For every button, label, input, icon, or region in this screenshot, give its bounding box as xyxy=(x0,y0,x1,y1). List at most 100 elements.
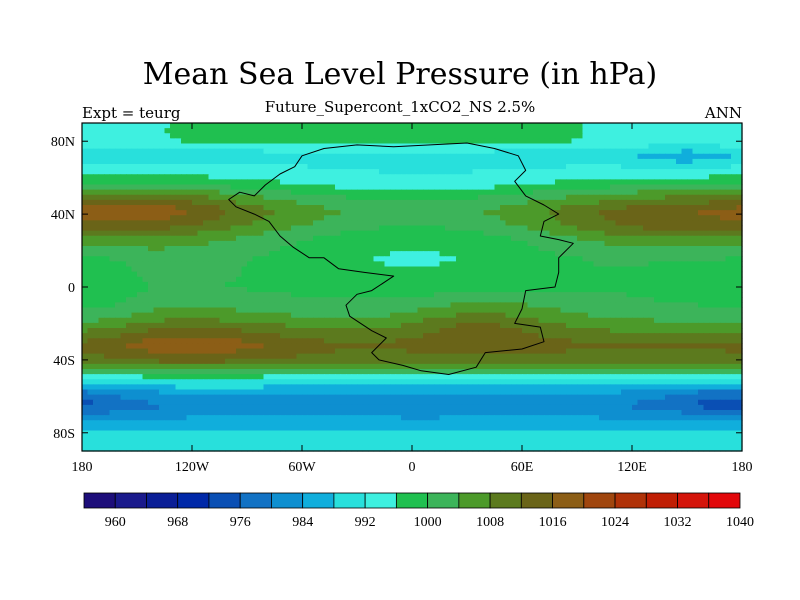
field-cell xyxy=(533,179,540,186)
field-cell xyxy=(555,174,562,180)
field-cell xyxy=(225,235,232,242)
field-cell xyxy=(258,302,265,309)
field-cell xyxy=(98,307,105,314)
field-cell xyxy=(725,281,732,288)
field-cell xyxy=(236,246,243,252)
field-cell xyxy=(703,230,710,237)
field-cell xyxy=(665,133,672,139)
field-cell xyxy=(577,199,584,206)
field-cell xyxy=(368,302,375,309)
field-cell xyxy=(549,225,556,232)
field-cell xyxy=(566,292,573,298)
field-cell xyxy=(285,164,292,170)
field-cell xyxy=(329,302,336,309)
field-cell xyxy=(681,246,688,252)
field-cell xyxy=(621,287,628,293)
field-cell xyxy=(417,220,424,227)
field-cell xyxy=(131,246,138,252)
field-cell xyxy=(335,153,342,160)
field-cell xyxy=(126,220,133,227)
field-cell xyxy=(555,205,562,211)
field-cell xyxy=(401,302,408,309)
field-cell xyxy=(203,133,210,139)
field-cell xyxy=(307,128,314,134)
field-cell xyxy=(373,333,380,339)
field-cell xyxy=(417,199,424,206)
field-cell xyxy=(687,138,694,145)
field-cell xyxy=(329,240,336,247)
field-cell xyxy=(170,328,177,334)
field-cell xyxy=(329,230,336,237)
field-cell xyxy=(736,266,743,273)
field-cell xyxy=(439,246,446,252)
field-cell xyxy=(87,169,94,175)
field-cell xyxy=(324,153,331,160)
field-cell xyxy=(98,179,105,186)
field-cell xyxy=(148,246,155,252)
field-cell xyxy=(137,322,144,329)
field-cell xyxy=(593,199,600,206)
field-cell xyxy=(137,138,144,145)
field-cell xyxy=(456,164,463,170)
field-cell xyxy=(599,261,606,268)
field-cell xyxy=(489,148,496,155)
field-cell xyxy=(577,164,584,170)
field-cell xyxy=(131,261,138,268)
field-cell xyxy=(467,205,474,211)
field-cell xyxy=(362,220,369,227)
field-cell xyxy=(439,256,446,262)
field-cell xyxy=(439,123,446,129)
field-cell xyxy=(621,307,628,314)
field-cell xyxy=(483,138,490,145)
field-cell xyxy=(357,133,364,139)
field-cell xyxy=(153,148,160,155)
field-cell xyxy=(412,210,419,216)
field-cell xyxy=(236,235,243,242)
field-cell xyxy=(681,317,688,324)
field-cell xyxy=(549,210,556,216)
field-cell xyxy=(401,317,408,324)
field-cell xyxy=(230,322,237,329)
field-cell xyxy=(137,251,144,257)
field-cell xyxy=(467,169,474,175)
field-cell xyxy=(604,194,611,201)
field-cell xyxy=(230,292,237,298)
field-cell xyxy=(153,302,160,309)
field-cell xyxy=(214,333,221,339)
field-cell xyxy=(203,276,210,283)
field-cell xyxy=(186,287,193,293)
field-cell xyxy=(703,322,710,329)
field-cell xyxy=(538,169,545,175)
field-cell xyxy=(544,271,551,278)
field-cell xyxy=(434,328,441,334)
field-cell xyxy=(582,133,589,139)
field-cell xyxy=(120,292,127,298)
field-cell xyxy=(659,322,666,329)
field-cell xyxy=(335,251,342,257)
field-cell xyxy=(406,220,413,227)
field-cell xyxy=(615,128,622,134)
field-cell xyxy=(423,210,430,216)
field-cell xyxy=(483,143,490,150)
field-cell xyxy=(544,179,551,186)
field-cell xyxy=(434,312,441,319)
field-cell xyxy=(247,312,254,319)
field-cell xyxy=(599,148,606,155)
field-cell xyxy=(153,210,160,216)
field-cell xyxy=(324,317,331,324)
field-cell xyxy=(208,133,215,139)
field-cell xyxy=(720,281,727,288)
field-cell xyxy=(307,256,314,262)
field-cell xyxy=(516,128,523,134)
field-cell xyxy=(225,123,232,129)
field-cell xyxy=(582,123,589,129)
field-cell xyxy=(670,322,677,329)
field-cell xyxy=(115,292,122,298)
field-cell xyxy=(340,164,347,170)
field-cell xyxy=(164,143,171,150)
field-cell xyxy=(654,297,661,303)
field-cell xyxy=(340,133,347,139)
field-cell xyxy=(373,235,380,242)
field-cell xyxy=(461,184,468,191)
